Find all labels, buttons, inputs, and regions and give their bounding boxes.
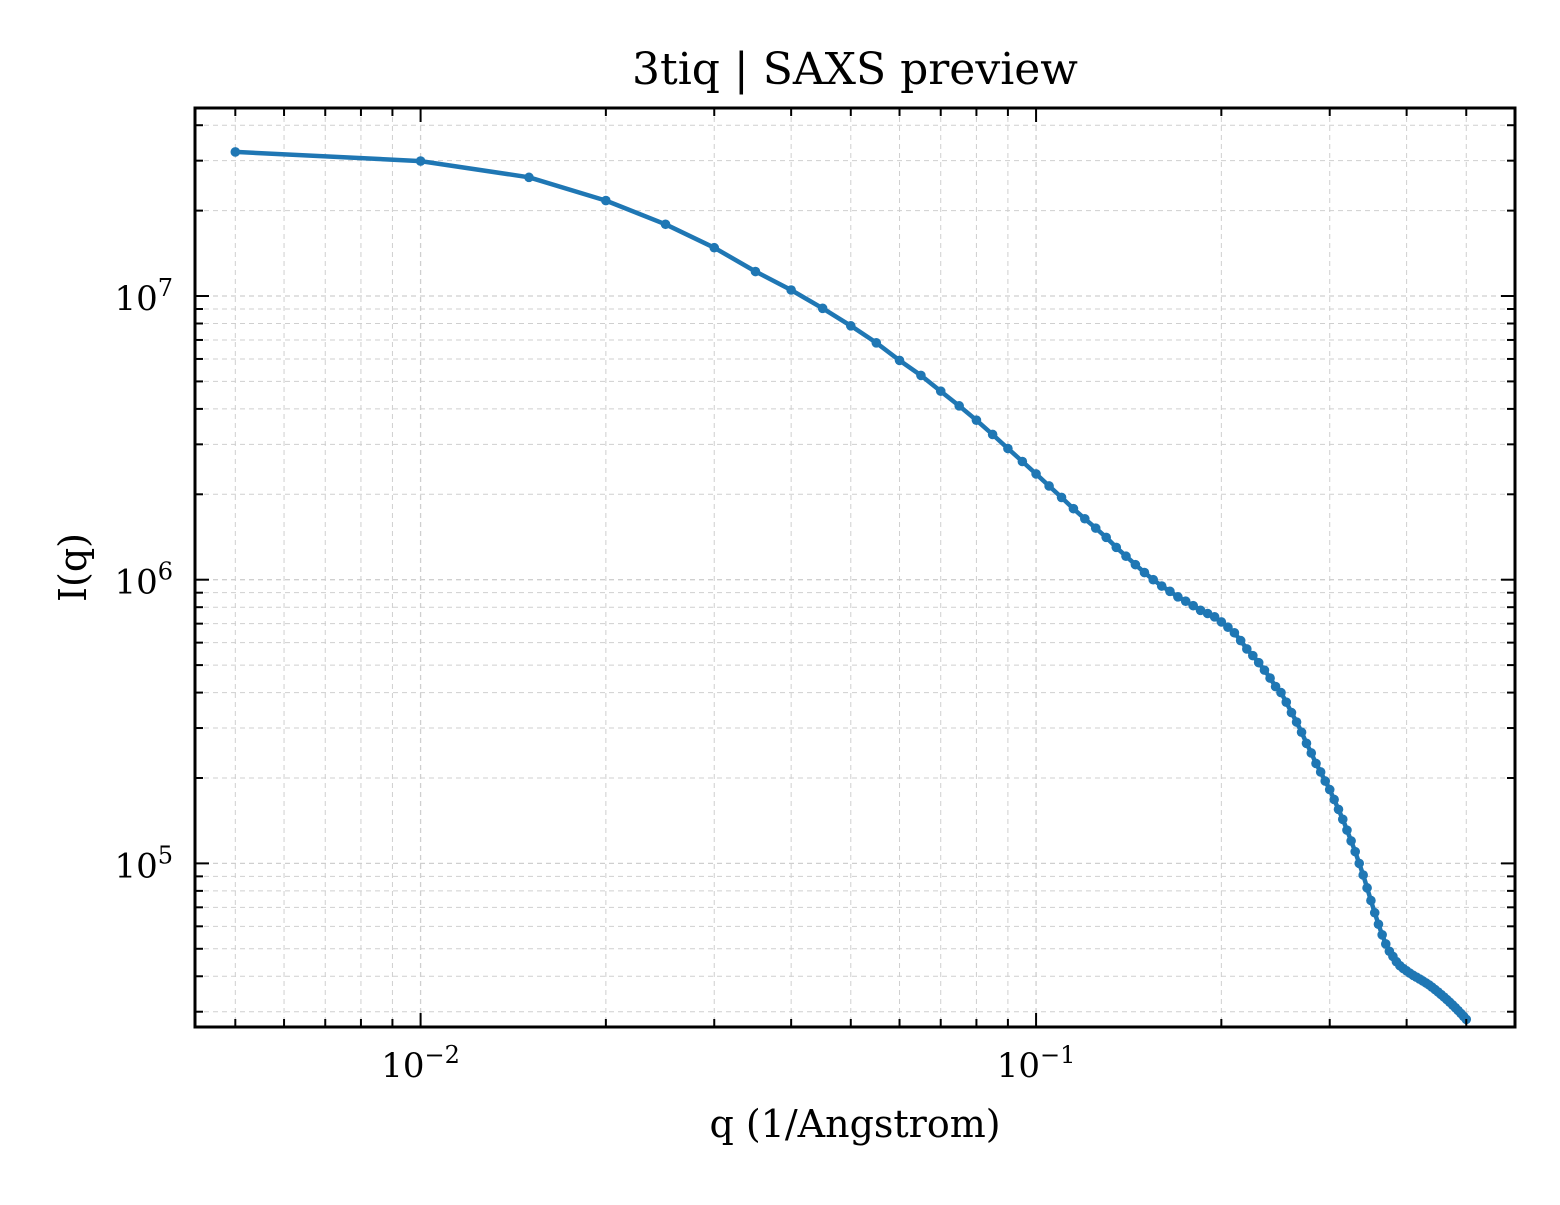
data-point bbox=[1366, 895, 1376, 906]
grid-layer bbox=[195, 108, 1515, 1027]
data-point bbox=[1223, 622, 1233, 633]
data-point bbox=[1333, 804, 1344, 815]
data-point bbox=[660, 219, 671, 230]
data-point bbox=[1362, 883, 1372, 893]
data-point bbox=[1373, 919, 1384, 930]
data-point bbox=[1346, 836, 1356, 846]
data-point bbox=[1342, 825, 1352, 835]
y-tick-label: 107 bbox=[114, 274, 173, 319]
data-point bbox=[709, 242, 720, 253]
data-point bbox=[1242, 644, 1252, 654]
chart-title: 3tiq | SAXS preview bbox=[632, 44, 1078, 95]
data-point bbox=[1296, 727, 1307, 738]
data-point bbox=[1248, 650, 1258, 661]
data-point bbox=[1173, 592, 1183, 602]
data-point bbox=[1253, 657, 1264, 668]
data-point bbox=[1101, 532, 1111, 543]
data-point bbox=[916, 370, 926, 381]
data-point bbox=[1301, 738, 1312, 749]
data-point bbox=[1276, 687, 1286, 698]
data-point bbox=[1350, 846, 1360, 857]
data-point bbox=[935, 386, 946, 396]
data-point bbox=[845, 321, 856, 331]
data-point bbox=[1216, 617, 1227, 627]
x-axis-label: q (1/Angstrom) bbox=[709, 1102, 1000, 1146]
data-point bbox=[1291, 717, 1302, 727]
data-point bbox=[1369, 907, 1380, 918]
data-point bbox=[1031, 469, 1041, 479]
data-point bbox=[1165, 586, 1175, 597]
data-point bbox=[1139, 567, 1150, 578]
data-point bbox=[1044, 481, 1054, 491]
data-point bbox=[1311, 758, 1321, 769]
data-point bbox=[230, 147, 241, 157]
data-point bbox=[1003, 443, 1013, 454]
data-point bbox=[1259, 665, 1270, 675]
x-tick-label: 10−2 bbox=[381, 1041, 460, 1086]
data-point bbox=[1080, 513, 1090, 524]
data-point bbox=[1229, 627, 1240, 638]
y-tick-label: 105 bbox=[114, 841, 173, 886]
data-point bbox=[1188, 600, 1198, 611]
data-point bbox=[871, 338, 882, 348]
data-point bbox=[987, 429, 998, 440]
data-point bbox=[415, 156, 426, 166]
data-point bbox=[750, 266, 761, 277]
data-point bbox=[1377, 930, 1387, 940]
data-point bbox=[1306, 748, 1317, 758]
data-point bbox=[1180, 596, 1191, 606]
data-point bbox=[1380, 939, 1391, 949]
data-point bbox=[1156, 581, 1167, 591]
data-point bbox=[817, 303, 828, 314]
data-point bbox=[1286, 707, 1297, 718]
data-point bbox=[894, 355, 905, 366]
data-point bbox=[1090, 523, 1101, 533]
plot-frame bbox=[193, 106, 1517, 1029]
data-point bbox=[1121, 551, 1131, 562]
data-point bbox=[524, 172, 534, 183]
data-point bbox=[1281, 697, 1292, 707]
y-tick-label: 106 bbox=[114, 558, 173, 603]
data-point bbox=[1324, 784, 1335, 795]
data-point bbox=[1358, 870, 1368, 880]
data-point bbox=[971, 415, 982, 425]
tick-layer: 10−2 10−1 105 106 107 bbox=[114, 108, 1515, 1086]
data-point bbox=[601, 195, 611, 206]
data-point bbox=[1235, 635, 1246, 646]
data-point bbox=[1017, 456, 1028, 467]
data-point bbox=[1111, 542, 1122, 553]
data-point bbox=[1056, 492, 1067, 503]
data-point bbox=[1130, 559, 1141, 570]
data-point bbox=[1209, 611, 1220, 622]
data-point bbox=[1354, 858, 1365, 869]
data-point bbox=[1315, 767, 1326, 777]
data-point bbox=[1337, 814, 1348, 825]
data-point bbox=[1320, 776, 1331, 786]
data-point bbox=[1148, 574, 1159, 585]
data-point bbox=[954, 401, 964, 411]
y-axis-label: I(q) bbox=[51, 533, 95, 602]
data-point bbox=[1329, 794, 1339, 805]
x-tick-label: 10−1 bbox=[997, 1041, 1076, 1086]
series-layer bbox=[230, 147, 1472, 1025]
data-point bbox=[1068, 503, 1079, 514]
data-point bbox=[786, 285, 796, 295]
data-point bbox=[1265, 673, 1275, 683]
